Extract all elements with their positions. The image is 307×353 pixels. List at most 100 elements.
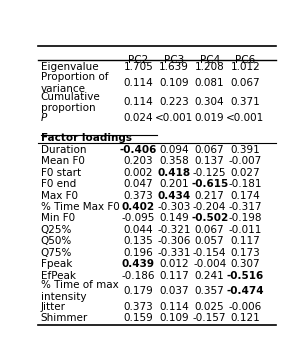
Text: -0.303: -0.303 <box>157 202 191 212</box>
Text: 0.201: 0.201 <box>159 179 189 189</box>
Text: Max F0: Max F0 <box>41 191 78 201</box>
Text: 0.173: 0.173 <box>231 248 260 258</box>
Text: Q25%: Q25% <box>41 225 72 235</box>
Text: -0.198: -0.198 <box>229 214 262 223</box>
Text: -0.516: -0.516 <box>227 270 264 281</box>
Text: Cumulative
proportion: Cumulative proportion <box>41 92 100 113</box>
Text: 0.114: 0.114 <box>123 78 153 88</box>
Text: -0.181: -0.181 <box>229 179 262 189</box>
Text: -0.406: -0.406 <box>120 145 157 155</box>
Text: 0.196: 0.196 <box>123 248 153 258</box>
Text: -0.321: -0.321 <box>157 225 191 235</box>
Text: 0.067: 0.067 <box>231 78 260 88</box>
Text: 0.025: 0.025 <box>195 301 224 312</box>
Text: 0.304: 0.304 <box>195 97 224 107</box>
Text: 0.371: 0.371 <box>231 97 260 107</box>
Text: Shimmer: Shimmer <box>41 313 88 323</box>
Text: 0.418: 0.418 <box>157 168 191 178</box>
Text: 0.358: 0.358 <box>159 156 189 166</box>
Text: 0.135: 0.135 <box>123 236 153 246</box>
Text: PC4: PC4 <box>200 55 220 65</box>
Text: 0.159: 0.159 <box>123 313 153 323</box>
Text: 0.047: 0.047 <box>123 179 153 189</box>
Text: <0.001: <0.001 <box>155 113 193 123</box>
Text: 0.067: 0.067 <box>195 145 224 155</box>
Text: 0.439: 0.439 <box>122 259 155 269</box>
Text: 0.057: 0.057 <box>195 236 224 246</box>
Text: P: P <box>41 113 47 123</box>
Text: 0.307: 0.307 <box>231 259 260 269</box>
Text: -0.125: -0.125 <box>193 168 227 178</box>
Text: F0 start: F0 start <box>41 168 81 178</box>
Text: 0.391: 0.391 <box>231 145 260 155</box>
Text: 0.027: 0.027 <box>231 168 260 178</box>
Text: 0.044: 0.044 <box>123 225 153 235</box>
Text: -0.006: -0.006 <box>229 301 262 312</box>
Text: 0.117: 0.117 <box>159 270 189 281</box>
Text: 0.149: 0.149 <box>159 214 189 223</box>
Text: % Time Max F0: % Time Max F0 <box>41 202 119 212</box>
Text: 0.109: 0.109 <box>159 313 189 323</box>
Text: 0.373: 0.373 <box>123 191 153 201</box>
Text: 1.639: 1.639 <box>159 62 189 72</box>
Text: 0.137: 0.137 <box>195 156 224 166</box>
Text: Proportion of
variance: Proportion of variance <box>41 72 108 94</box>
Text: -0.331: -0.331 <box>157 248 191 258</box>
Text: 0.037: 0.037 <box>159 286 189 296</box>
Text: 0.241: 0.241 <box>195 270 224 281</box>
Text: F0 end: F0 end <box>41 179 76 189</box>
Text: <0.001: <0.001 <box>226 113 265 123</box>
Text: 0.081: 0.081 <box>195 78 224 88</box>
Text: -0.011: -0.011 <box>229 225 262 235</box>
Text: 1.705: 1.705 <box>123 62 153 72</box>
Text: PC3: PC3 <box>164 55 184 65</box>
Text: -0.615: -0.615 <box>191 179 228 189</box>
Text: PC2: PC2 <box>128 55 148 65</box>
Text: -0.154: -0.154 <box>193 248 227 258</box>
Text: 0.179: 0.179 <box>123 286 153 296</box>
Text: 0.174: 0.174 <box>231 191 260 201</box>
Text: Duration: Duration <box>41 145 86 155</box>
Text: Q75%: Q75% <box>41 248 72 258</box>
Text: 0.402: 0.402 <box>122 202 155 212</box>
Text: -0.317: -0.317 <box>229 202 262 212</box>
Text: 0.002: 0.002 <box>123 168 153 178</box>
Text: Eigenvalue: Eigenvalue <box>41 62 98 72</box>
Text: -0.095: -0.095 <box>122 214 155 223</box>
Text: Factor loadings: Factor loadings <box>41 133 132 143</box>
Text: % Time of max
intensity: % Time of max intensity <box>41 280 119 302</box>
Text: 0.121: 0.121 <box>231 313 260 323</box>
Text: Jitter: Jitter <box>41 301 66 312</box>
Text: -0.474: -0.474 <box>227 286 264 296</box>
Text: Fpeak: Fpeak <box>41 259 72 269</box>
Text: 0.114: 0.114 <box>159 301 189 312</box>
Text: -0.004: -0.004 <box>193 259 226 269</box>
Text: 0.067: 0.067 <box>195 225 224 235</box>
Text: 0.012: 0.012 <box>159 259 189 269</box>
Text: EfPeak: EfPeak <box>41 270 76 281</box>
Text: -0.157: -0.157 <box>193 313 227 323</box>
Text: 0.357: 0.357 <box>195 286 224 296</box>
Text: 0.117: 0.117 <box>231 236 260 246</box>
Text: 0.114: 0.114 <box>123 97 153 107</box>
Text: 0.217: 0.217 <box>195 191 224 201</box>
Text: -0.204: -0.204 <box>193 202 226 212</box>
Text: Q50%: Q50% <box>41 236 72 246</box>
Text: Mean F0: Mean F0 <box>41 156 85 166</box>
Text: 0.203: 0.203 <box>123 156 153 166</box>
Text: -0.502: -0.502 <box>191 214 228 223</box>
Text: -0.007: -0.007 <box>229 156 262 166</box>
Text: 0.094: 0.094 <box>159 145 189 155</box>
Text: 0.434: 0.434 <box>157 191 191 201</box>
Text: -0.186: -0.186 <box>122 270 155 281</box>
Text: PC6: PC6 <box>235 55 255 65</box>
Text: 1.012: 1.012 <box>231 62 260 72</box>
Text: 1.208: 1.208 <box>195 62 224 72</box>
Text: 0.373: 0.373 <box>123 301 153 312</box>
Text: -0.306: -0.306 <box>157 236 191 246</box>
Text: Min F0: Min F0 <box>41 214 75 223</box>
Text: 0.019: 0.019 <box>195 113 224 123</box>
Text: 0.223: 0.223 <box>159 97 189 107</box>
Text: 0.024: 0.024 <box>123 113 153 123</box>
Text: 0.109: 0.109 <box>159 78 189 88</box>
